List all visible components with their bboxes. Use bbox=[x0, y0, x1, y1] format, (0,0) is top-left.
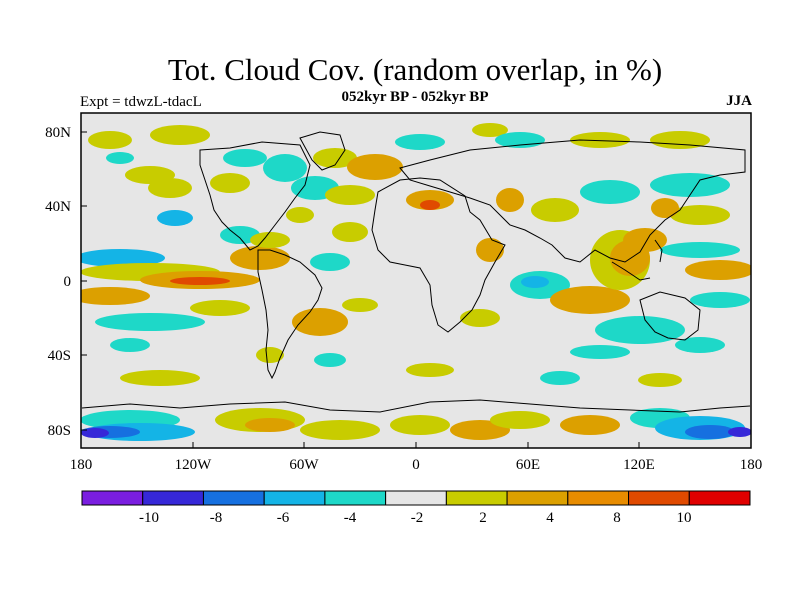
colorbar-swatch bbox=[202, 490, 265, 506]
x-tick-label: 120E bbox=[623, 457, 655, 473]
colorbar-swatch bbox=[567, 490, 630, 506]
y-axis-labels: 80N 40N 0 40S 80S bbox=[45, 125, 71, 439]
axis-tick-marks bbox=[80, 131, 752, 448]
x-tick-label: 60W bbox=[289, 457, 319, 473]
colorbar-swatch bbox=[445, 490, 508, 506]
colorbar-swatch bbox=[385, 490, 447, 506]
colorbar bbox=[81, 490, 751, 506]
colorbar-label: 8 bbox=[613, 510, 621, 526]
colorbar-label: -8 bbox=[210, 510, 223, 526]
x-tick-label: 60E bbox=[516, 457, 540, 473]
northern-midlatitude-anomalies bbox=[148, 173, 730, 244]
colorbar-label: -4 bbox=[344, 510, 357, 526]
y-tick-label: 80N bbox=[45, 125, 71, 141]
arctic-anomalies bbox=[88, 123, 710, 184]
colorbar-swatch bbox=[628, 490, 690, 506]
colorbar-swatch bbox=[142, 490, 204, 506]
map-panel bbox=[81, 113, 751, 448]
colorbar-label: 2 bbox=[479, 510, 487, 526]
colorbar-label: -2 bbox=[411, 510, 424, 526]
coastlines bbox=[81, 131, 751, 413]
map-subtitle: 052kyr BP - 052kyr BP bbox=[341, 89, 489, 105]
colorbar-swatch bbox=[324, 490, 387, 506]
x-tick-label: 120W bbox=[175, 457, 213, 473]
season-label: JJA bbox=[726, 93, 752, 109]
y-tick-label: 0 bbox=[64, 274, 72, 290]
colorbar-label: -6 bbox=[277, 510, 290, 526]
x-tick-label: 0 bbox=[412, 457, 420, 473]
colorbar-label: 10 bbox=[677, 510, 692, 526]
colorbar-swatch bbox=[688, 490, 751, 506]
colorbar-label: -10 bbox=[139, 510, 159, 526]
x-axis-labels: 180 120W 60W 0 60E 120E 180 bbox=[70, 457, 763, 473]
tropical-anomalies bbox=[81, 222, 751, 314]
y-tick-label: 80S bbox=[48, 423, 71, 439]
x-tick-label: 180 bbox=[70, 457, 93, 473]
southern-midlatitude-anomalies bbox=[95, 298, 725, 387]
map-title: Tot. Cloud Cov. (random overlap, in %) bbox=[167, 52, 663, 87]
antarctic-anomalies bbox=[81, 408, 751, 441]
colorbar-labels: -10 -8 -6 -4 -2 2 4 8 10 bbox=[139, 510, 692, 526]
y-tick-label: 40N bbox=[45, 199, 71, 215]
colorbar-label: 4 bbox=[546, 510, 554, 526]
x-tick-label: 180 bbox=[740, 457, 763, 473]
colorbar-swatch bbox=[263, 490, 326, 506]
y-tick-label: 40S bbox=[48, 348, 71, 364]
colorbar-swatch bbox=[506, 490, 569, 506]
experiment-label: Expt = tdwzL-tdacL bbox=[80, 94, 202, 110]
colorbar-swatch bbox=[81, 490, 144, 506]
